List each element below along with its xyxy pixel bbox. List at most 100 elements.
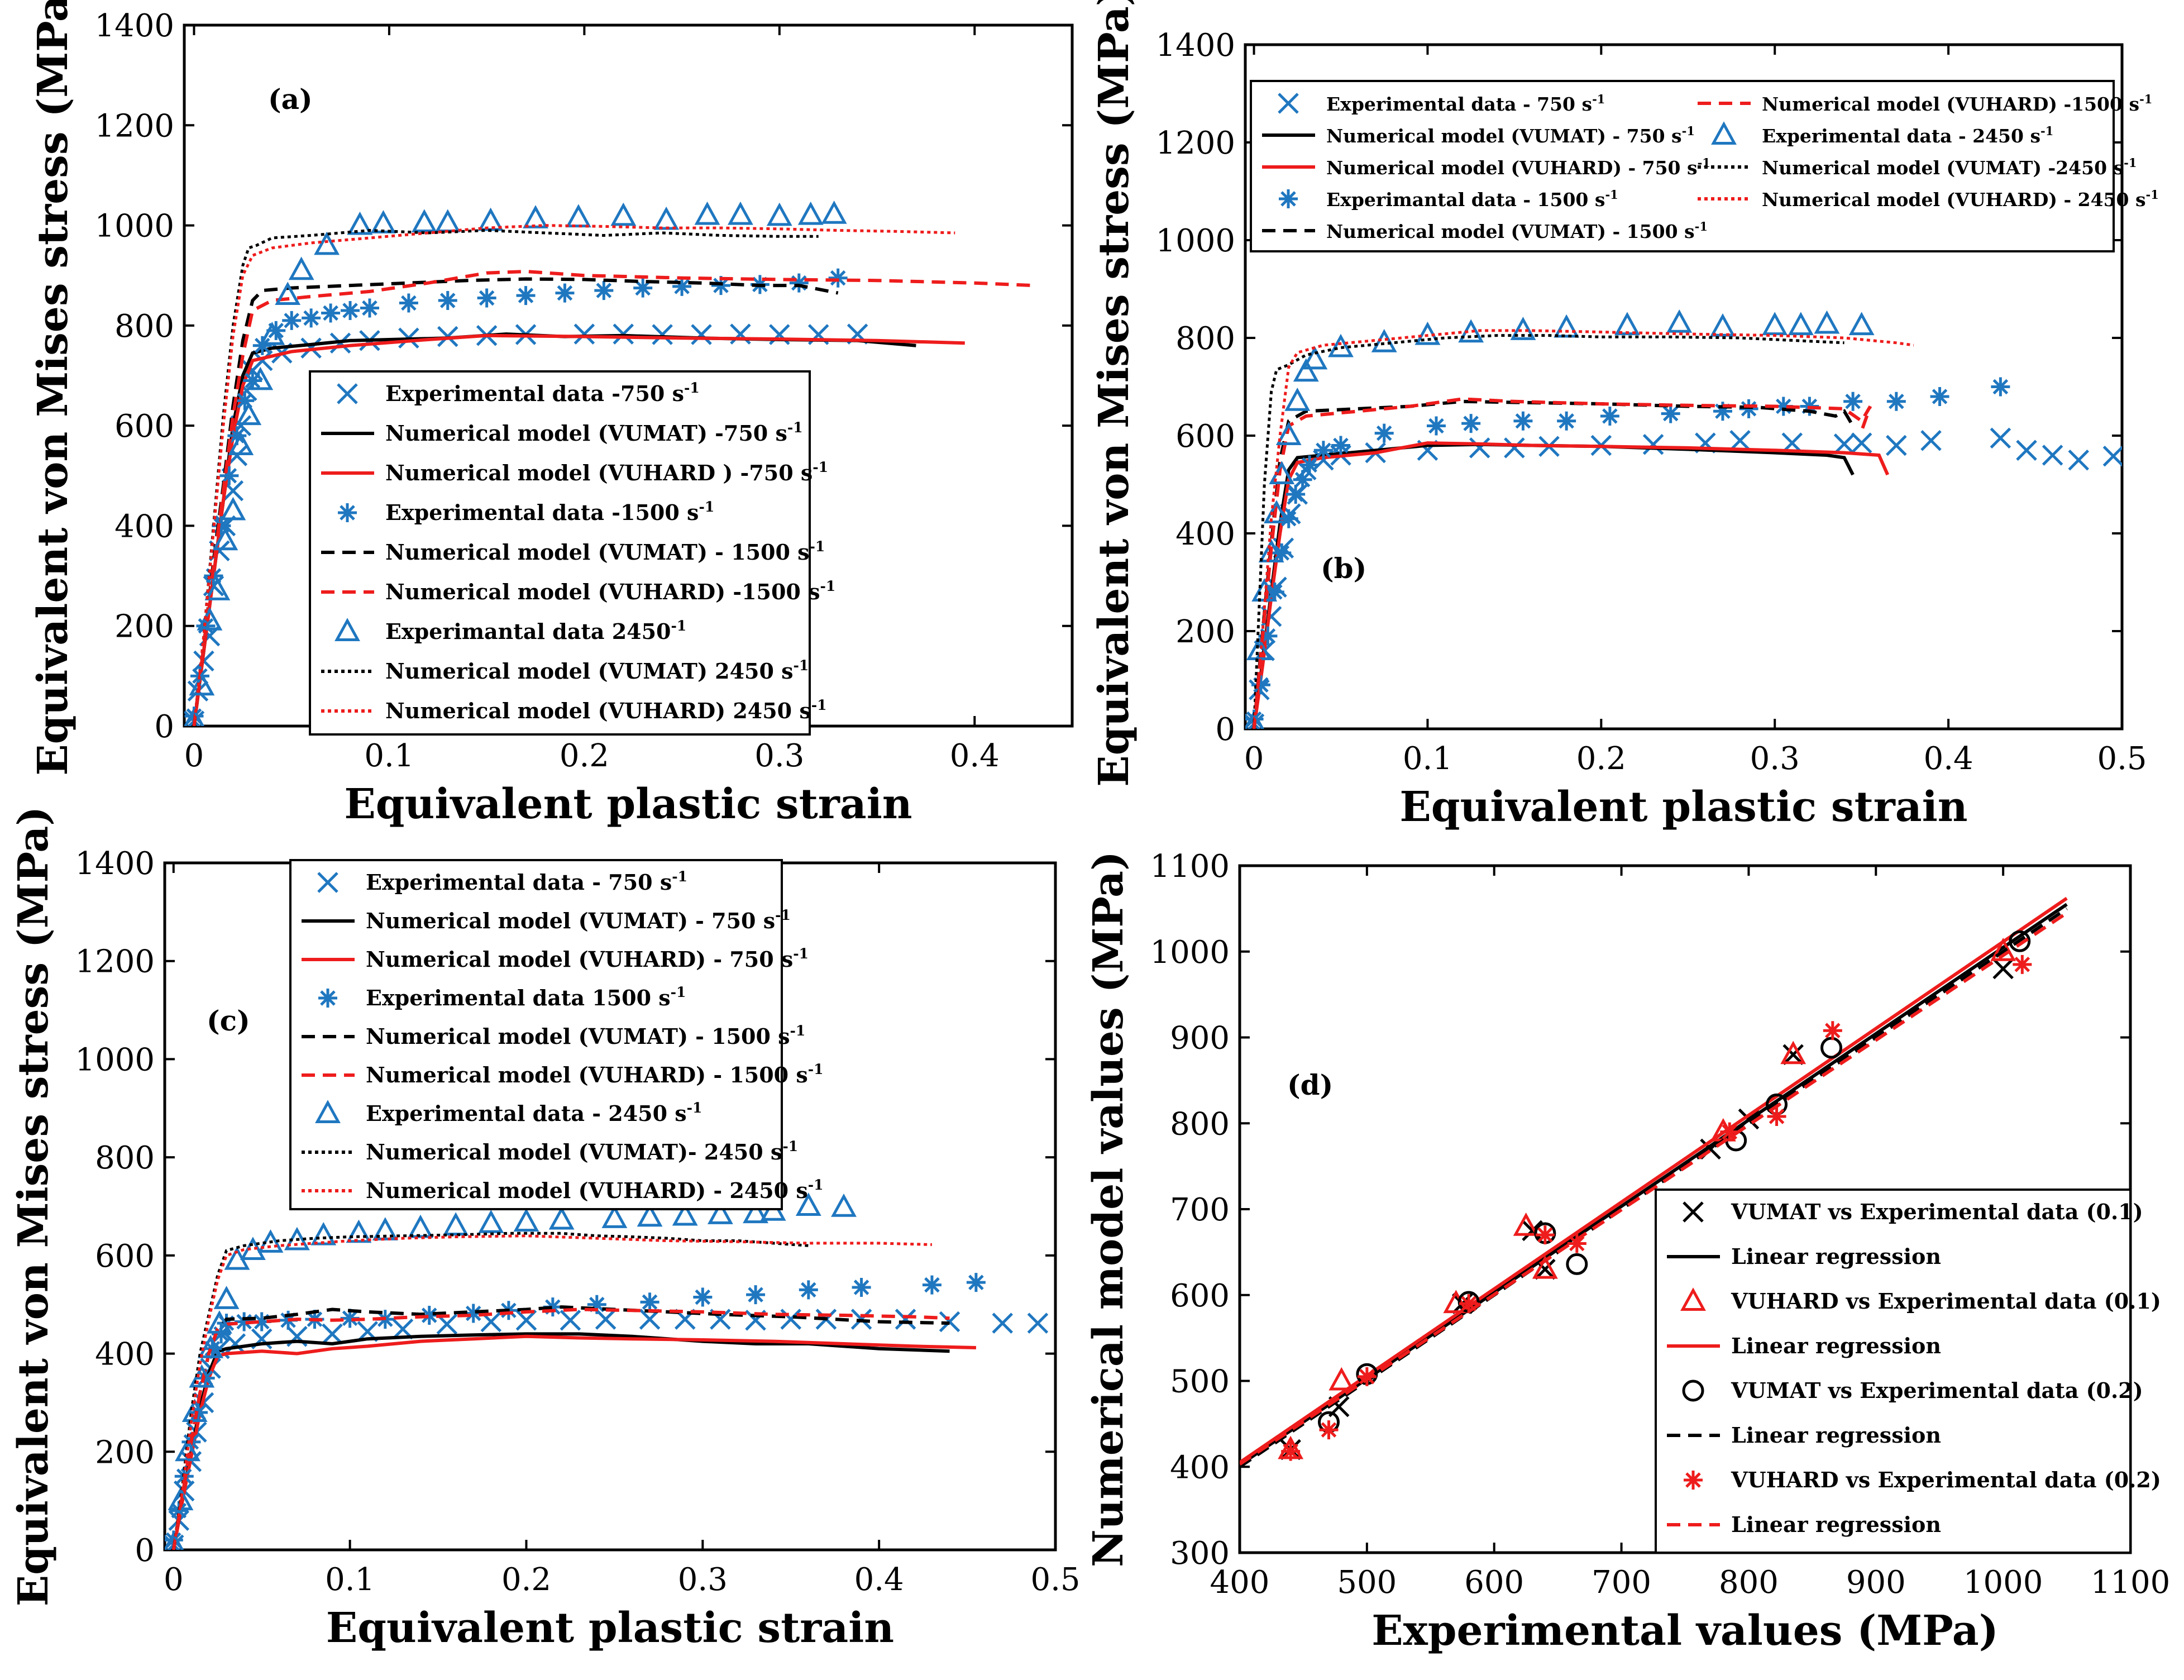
x-tick-label: 0.1 [325, 1562, 375, 1598]
data-point [1258, 626, 1278, 646]
y-tick-label: 400 [1175, 516, 1235, 552]
legend-entry: Experimantal data 2450-1 [334, 618, 686, 644]
legend: VUMAT vs Experimental data (0.1) Linear r… [1655, 1189, 2161, 1554]
legend-label: Experimental data - 750 s-1 [1326, 92, 1605, 115]
data-point [895, 1309, 916, 1330]
legend: Experimental data - 750 s-1 Numerical mod… [289, 859, 824, 1210]
x-tick-label: 0.4 [854, 1562, 904, 1598]
legend-entry: Linear regression [1667, 1512, 1941, 1537]
legend-label: Numerical model (VUHARD) - 1500 s-1 [366, 1061, 824, 1087]
x-tick-label: 0.4 [1924, 741, 1973, 777]
legend-entry: Numerical model (VUMAT) - 1500 s-1 [321, 538, 825, 565]
data-point [203, 1339, 222, 1358]
x-tick-label: 700 [1592, 1564, 1651, 1601]
y-tick-label: 600 [1170, 1278, 1230, 1314]
x-tick-label: 0 [184, 738, 204, 774]
legend-label: Numerical model (VUHARD) - 2450 s-1 [366, 1177, 824, 1203]
legend-label: Linear regression [1731, 1423, 1941, 1448]
data-point [372, 1217, 398, 1240]
data-point [821, 201, 847, 224]
data-point [213, 1286, 240, 1309]
series-line [193, 224, 955, 726]
legend-label: Numerical model (VUMAT) - 750 s-1 [1326, 124, 1695, 147]
data-point [1504, 437, 1525, 459]
data-point [1843, 392, 1863, 411]
data-point [1357, 1367, 1377, 1386]
legend-label: Numerical model (VUMAT)- 2450 s-1 [366, 1138, 798, 1164]
data-point [2068, 449, 2090, 471]
data-point [1614, 312, 1640, 336]
legend-label: VUHARD vs Experimental data (0.1) [1731, 1288, 2161, 1314]
legend-box [309, 370, 811, 736]
legend-entry: Numerical model (VUHARD) - 1500 s-1 [302, 1061, 824, 1087]
legend-marker-swatch [1278, 93, 1299, 114]
legend: Experimental data -750 s-1 Numerical mode… [309, 370, 835, 736]
y-tick-label: 800 [95, 1140, 155, 1176]
plot-frame [1244, 43, 2124, 731]
data-point [1567, 1234, 1586, 1253]
data-point [594, 281, 614, 300]
series-group [1245, 309, 2122, 729]
data-point [637, 1203, 663, 1227]
data-point [252, 350, 273, 371]
series-markers [1245, 309, 1875, 729]
data-point [766, 202, 792, 226]
legend-label: Numerical model (VUHARD ) -750 s-1 [385, 459, 828, 485]
data-point [1281, 1442, 1301, 1461]
series-line [193, 228, 819, 726]
data-point [2102, 445, 2122, 467]
data-point [443, 1212, 469, 1236]
series-line [171, 1307, 950, 1550]
data-point [1319, 1420, 1339, 1440]
data-point [1279, 509, 1298, 528]
y-tick-label: 1000 [1150, 934, 1230, 971]
data-point [477, 288, 496, 308]
legend-entry: Numerical model (VUHARD) - 2450 s-1 [1698, 188, 2159, 211]
data-point [236, 402, 262, 426]
y-tick-label: 0 [135, 1533, 155, 1569]
data-point [1245, 710, 1264, 729]
data-point [601, 1205, 628, 1228]
x-tick-label: 1100 [2091, 1564, 2171, 1601]
y-axis-label: Numerical model values (MPa) [1084, 851, 1132, 1567]
legend-entry: Numerical model (VUHARD) - 750 s-1 [1262, 156, 1710, 179]
x-axis-label: Equivalent plastic strain [1399, 783, 1967, 831]
data-point [1920, 429, 1942, 451]
data-point [341, 300, 360, 320]
data-point [587, 1295, 606, 1314]
data-point [1642, 433, 1664, 455]
x-axis-label: Experimental values (MPa) [1371, 1607, 1999, 1655]
data-point [1510, 317, 1536, 340]
y-tick-label: 800 [114, 308, 174, 345]
data-point [1371, 329, 1397, 352]
data-point [795, 1192, 821, 1216]
legend-entry: VUMAT vs Experimental data (0.1) [1683, 1199, 2143, 1224]
x-tick-label: 0 [164, 1562, 184, 1598]
data-point [516, 286, 536, 306]
legend-label: Numerical model (VUHARD) 2450 s-1 [385, 697, 827, 723]
data-point [1710, 313, 1736, 337]
data-point [275, 281, 301, 306]
series-markers [165, 1192, 857, 1550]
data-point [1990, 427, 2011, 449]
data-point [360, 298, 379, 318]
data-point [1762, 312, 1788, 336]
data-point [565, 204, 591, 228]
legend-label: Linear regression [1731, 1512, 1941, 1537]
legend-label: Experimantal data - 1500 s-1 [1326, 188, 1618, 211]
legend-box [1250, 80, 2115, 252]
data-point [799, 1280, 818, 1300]
data-point [252, 1312, 271, 1331]
y-tick-label: 300 [1170, 1535, 1230, 1572]
series-line [1253, 334, 1844, 729]
legend-label: Numerical model (VUMAT) - 1500 s-1 [366, 1023, 805, 1049]
y-tick-label: 500 [1170, 1364, 1230, 1400]
y-tick-label: 1000 [75, 1042, 155, 1078]
legend-entry: Linear regression [1667, 1244, 1941, 1269]
data-point [1713, 402, 1732, 421]
data-point [463, 1304, 483, 1323]
data-point [370, 210, 396, 233]
data-point [707, 1201, 733, 1224]
y-tick-label: 200 [1175, 614, 1235, 650]
data-point [1848, 312, 1875, 336]
